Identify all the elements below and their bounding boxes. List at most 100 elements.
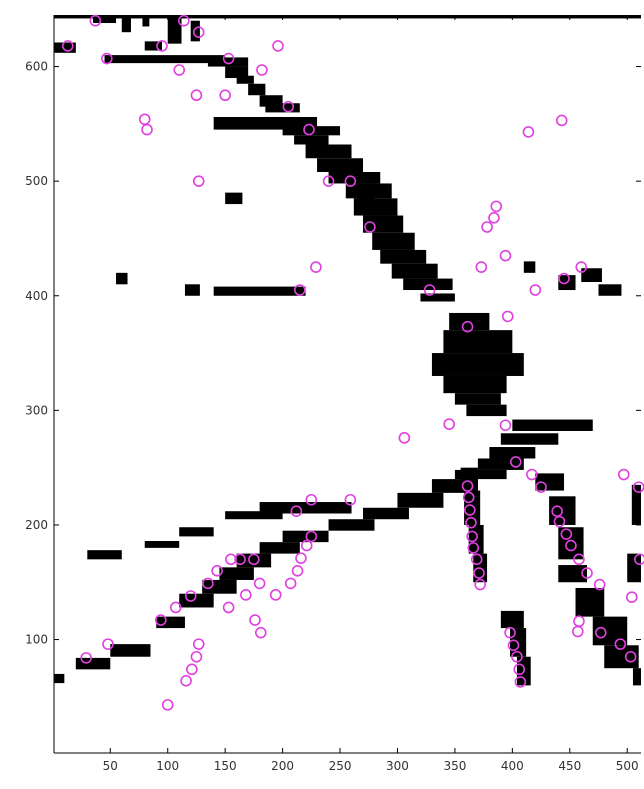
data-point-marker <box>344 493 357 506</box>
mask-region <box>87 550 122 560</box>
data-point-marker <box>504 626 516 639</box>
y-tick-label: 500 <box>25 174 48 188</box>
x-tick-label: 400 <box>501 759 524 773</box>
mask-region <box>632 668 641 686</box>
data-point-marker <box>398 432 411 444</box>
data-point-marker <box>290 505 303 518</box>
data-point-marker <box>190 89 203 102</box>
data-point-marker <box>593 578 606 591</box>
data-point-marker <box>249 614 261 626</box>
mask-region <box>357 192 375 205</box>
mask-region <box>397 492 444 508</box>
mask-region <box>236 75 254 84</box>
x-tick-label: 200 <box>271 759 294 773</box>
data-point-marker <box>443 418 455 430</box>
mask-region <box>477 458 524 470</box>
mask-region <box>54 42 76 53</box>
data-point-marker <box>300 539 313 552</box>
data-point-marker <box>291 564 304 577</box>
data-point-marker <box>269 589 282 601</box>
data-point-marker <box>461 480 474 492</box>
data-point-marker <box>499 419 512 432</box>
mask-region <box>144 540 180 548</box>
mask-region <box>317 158 364 172</box>
mask-region <box>213 286 306 296</box>
mask-layer <box>54 15 641 686</box>
data-point-marker <box>178 14 190 27</box>
y-tick-label: 600 <box>25 60 48 74</box>
data-point-marker <box>513 663 526 676</box>
data-point-marker <box>219 89 231 102</box>
data-point-marker <box>344 175 357 187</box>
data-point-marker <box>614 638 627 650</box>
data-point-marker <box>303 123 315 136</box>
data-point-marker <box>184 590 197 602</box>
data-point-marker <box>509 456 522 468</box>
data-point-marker <box>102 638 114 650</box>
data-point-marker <box>501 310 514 323</box>
data-point-marker <box>511 650 523 663</box>
data-point-marker <box>222 52 235 65</box>
data-point-marker <box>222 601 235 614</box>
data-point-marker <box>272 40 284 52</box>
data-point-marker <box>474 578 486 591</box>
data-point-marker <box>240 589 252 601</box>
mask-region <box>104 55 226 64</box>
data-point-marker <box>192 26 205 38</box>
data-point-marker <box>295 552 307 564</box>
data-point-marker <box>634 553 644 566</box>
data-point-marker <box>211 564 223 577</box>
data-point-marker <box>202 577 214 590</box>
y-tick-label: 400 <box>25 289 48 303</box>
mask-region <box>282 126 341 136</box>
mask-region <box>110 644 151 657</box>
data-point-marker <box>305 530 318 543</box>
mask-region <box>167 15 182 44</box>
mask-region <box>363 215 404 233</box>
data-point-marker <box>89 14 102 27</box>
x-tick-label: 150 <box>214 759 237 773</box>
mask-region <box>219 567 254 580</box>
data-point-marker <box>254 626 267 639</box>
mask-region <box>225 511 283 520</box>
mask-region <box>500 610 524 629</box>
x-tick-label: 500 <box>616 759 639 773</box>
x-tick-label: 450 <box>558 759 581 773</box>
mask-region <box>116 272 128 285</box>
mask-region <box>236 553 272 568</box>
mask-region <box>575 587 605 617</box>
data-point-marker <box>594 626 607 639</box>
data-point-marker <box>626 591 638 603</box>
mask-region <box>464 490 481 525</box>
data-point-marker <box>364 221 376 233</box>
mask-region <box>179 593 214 608</box>
data-point-marker <box>481 221 493 233</box>
data-point-marker <box>155 614 167 626</box>
mask-region <box>248 83 266 96</box>
mask-region <box>202 579 237 594</box>
data-point-marker <box>488 212 500 224</box>
mask-region <box>598 284 622 296</box>
data-point-marker <box>423 284 436 296</box>
data-point-marker <box>475 261 488 273</box>
mask-region <box>265 103 300 113</box>
data-point-marker <box>186 663 198 676</box>
mask-region <box>305 144 352 159</box>
mask-region <box>500 433 559 445</box>
mask-region <box>592 616 628 646</box>
mask-region <box>443 375 507 394</box>
mask-region <box>259 95 283 107</box>
data-point-marker <box>462 491 475 504</box>
mask-region <box>443 330 513 354</box>
data-point-marker <box>575 261 588 273</box>
mask-region <box>328 519 375 531</box>
mask-region <box>190 20 200 42</box>
axis-layer <box>53 15 641 754</box>
mask-region <box>225 192 243 205</box>
data-point-marker <box>310 261 322 273</box>
tick-layer: 50 100 150 200 250 300 350 400 450 500 100 200 300 40… <box>25 15 641 773</box>
data-point-marker <box>161 699 174 711</box>
data-point-marker <box>225 553 237 566</box>
data-point-marker <box>535 481 547 493</box>
